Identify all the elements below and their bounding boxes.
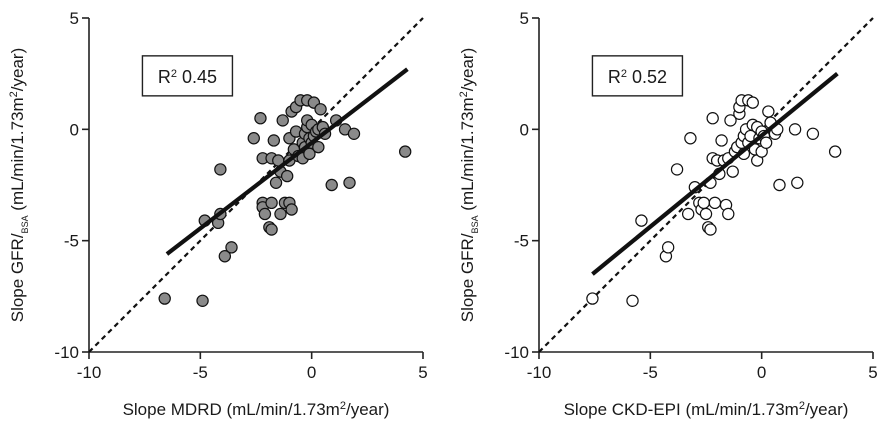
y-tick-label: 0: [70, 120, 79, 139]
scatter-plot-mdrd: -10 -5 0 5 -10 -5 0 5 R2 0.45 Slope MDRD (mL/min/…: [8, 9, 428, 419]
data-point: [285, 203, 298, 216]
data-point: [806, 127, 820, 140]
data-point: [398, 145, 412, 158]
data-point: [697, 196, 710, 210]
data-point: [762, 105, 775, 118]
data-point: [661, 241, 675, 254]
data-point: [746, 96, 759, 109]
chart-panel-ckd-epi: -10 -5 0 5 -10 -5 0 5 R2 0.52 Slope CKD-EPI (mL/m…: [443, 0, 886, 422]
data-point: [265, 223, 278, 236]
data-point: [626, 294, 639, 307]
data-point: [773, 178, 786, 192]
x-axis-title: Slope CKD-EPI (mL/min/1.73m2/year): [564, 400, 849, 419]
regression-line: [591, 72, 839, 276]
chart-panel-mdrd: -10 -5 0 5 -10 -5 0 5 R2 0.45 Slope MDRD (mL/min/…: [8, 9, 428, 419]
data-point: [325, 178, 338, 192]
data-point: [681, 207, 695, 221]
y-tick-label: -10: [504, 343, 529, 362]
data-point: [276, 114, 289, 127]
data-point: [759, 136, 773, 149]
data-point: [225, 241, 238, 254]
regression-line: [165, 67, 409, 256]
data-point: [724, 114, 737, 127]
x-tick-label: -10: [77, 363, 102, 382]
data-point: [269, 176, 283, 189]
y-tick-label: -5: [64, 232, 79, 251]
data-point: [791, 176, 804, 189]
data-point: [343, 176, 356, 189]
data-point: [267, 134, 281, 147]
x-tick-label: 5: [868, 363, 877, 382]
y-tick-label: -5: [514, 232, 529, 251]
data-point: [196, 294, 209, 307]
x-tick-label: -5: [193, 363, 208, 382]
r-squared-box: [591, 55, 684, 97]
data-point: [722, 207, 735, 221]
data-point: [158, 292, 171, 305]
x-tick-label: -10: [527, 363, 552, 382]
x-tick-label: 0: [757, 363, 766, 382]
data-point: [258, 207, 272, 221]
y-tick-label: 5: [70, 9, 79, 28]
scatter-plot-ckd-epi: -10 -5 0 5 -10 -5 0 5 R2 0.52 Slope CKD-EPI (mL/m…: [458, 9, 878, 419]
y-tick-label: 0: [520, 120, 529, 139]
y-axis-title: Slope GFR/BSA (mL/min/1.73m2/year): [8, 48, 30, 323]
x-axis-title: Slope MDRD (mL/min/1.73m2/year): [123, 400, 390, 419]
data-point: [828, 145, 842, 158]
data-point: [312, 140, 325, 154]
data-point: [788, 123, 802, 136]
y-tick-label: 5: [520, 9, 529, 28]
data-point: [314, 103, 327, 116]
data-point: [706, 111, 719, 125]
r-squared-box: [141, 55, 234, 97]
data-point: [274, 207, 287, 221]
y-axis-title: Slope GFR/BSA (mL/min/1.73m2/year): [458, 48, 480, 323]
data-point: [265, 196, 278, 210]
data-point: [280, 169, 294, 183]
data-point: [704, 223, 717, 236]
data-point: [254, 111, 267, 125]
data-point: [726, 165, 739, 178]
data-point: [247, 132, 260, 145]
r-squared-label: R2 0.45: [158, 67, 217, 87]
data-point: [218, 250, 232, 263]
x-tick-label: 5: [418, 363, 427, 382]
r-squared-label: R2 0.52: [608, 67, 667, 87]
data-point: [214, 163, 227, 176]
data-point: [670, 163, 684, 176]
x-tick-label: -5: [643, 363, 658, 382]
data-point: [708, 196, 722, 210]
data-point: [684, 132, 697, 145]
y-tick-label: -10: [54, 343, 79, 362]
data-point: [715, 134, 728, 147]
data-point: [586, 292, 599, 305]
data-point: [699, 207, 713, 221]
data-point: [347, 127, 361, 140]
x-tick-label: 0: [307, 363, 316, 382]
data-point: [635, 214, 648, 227]
